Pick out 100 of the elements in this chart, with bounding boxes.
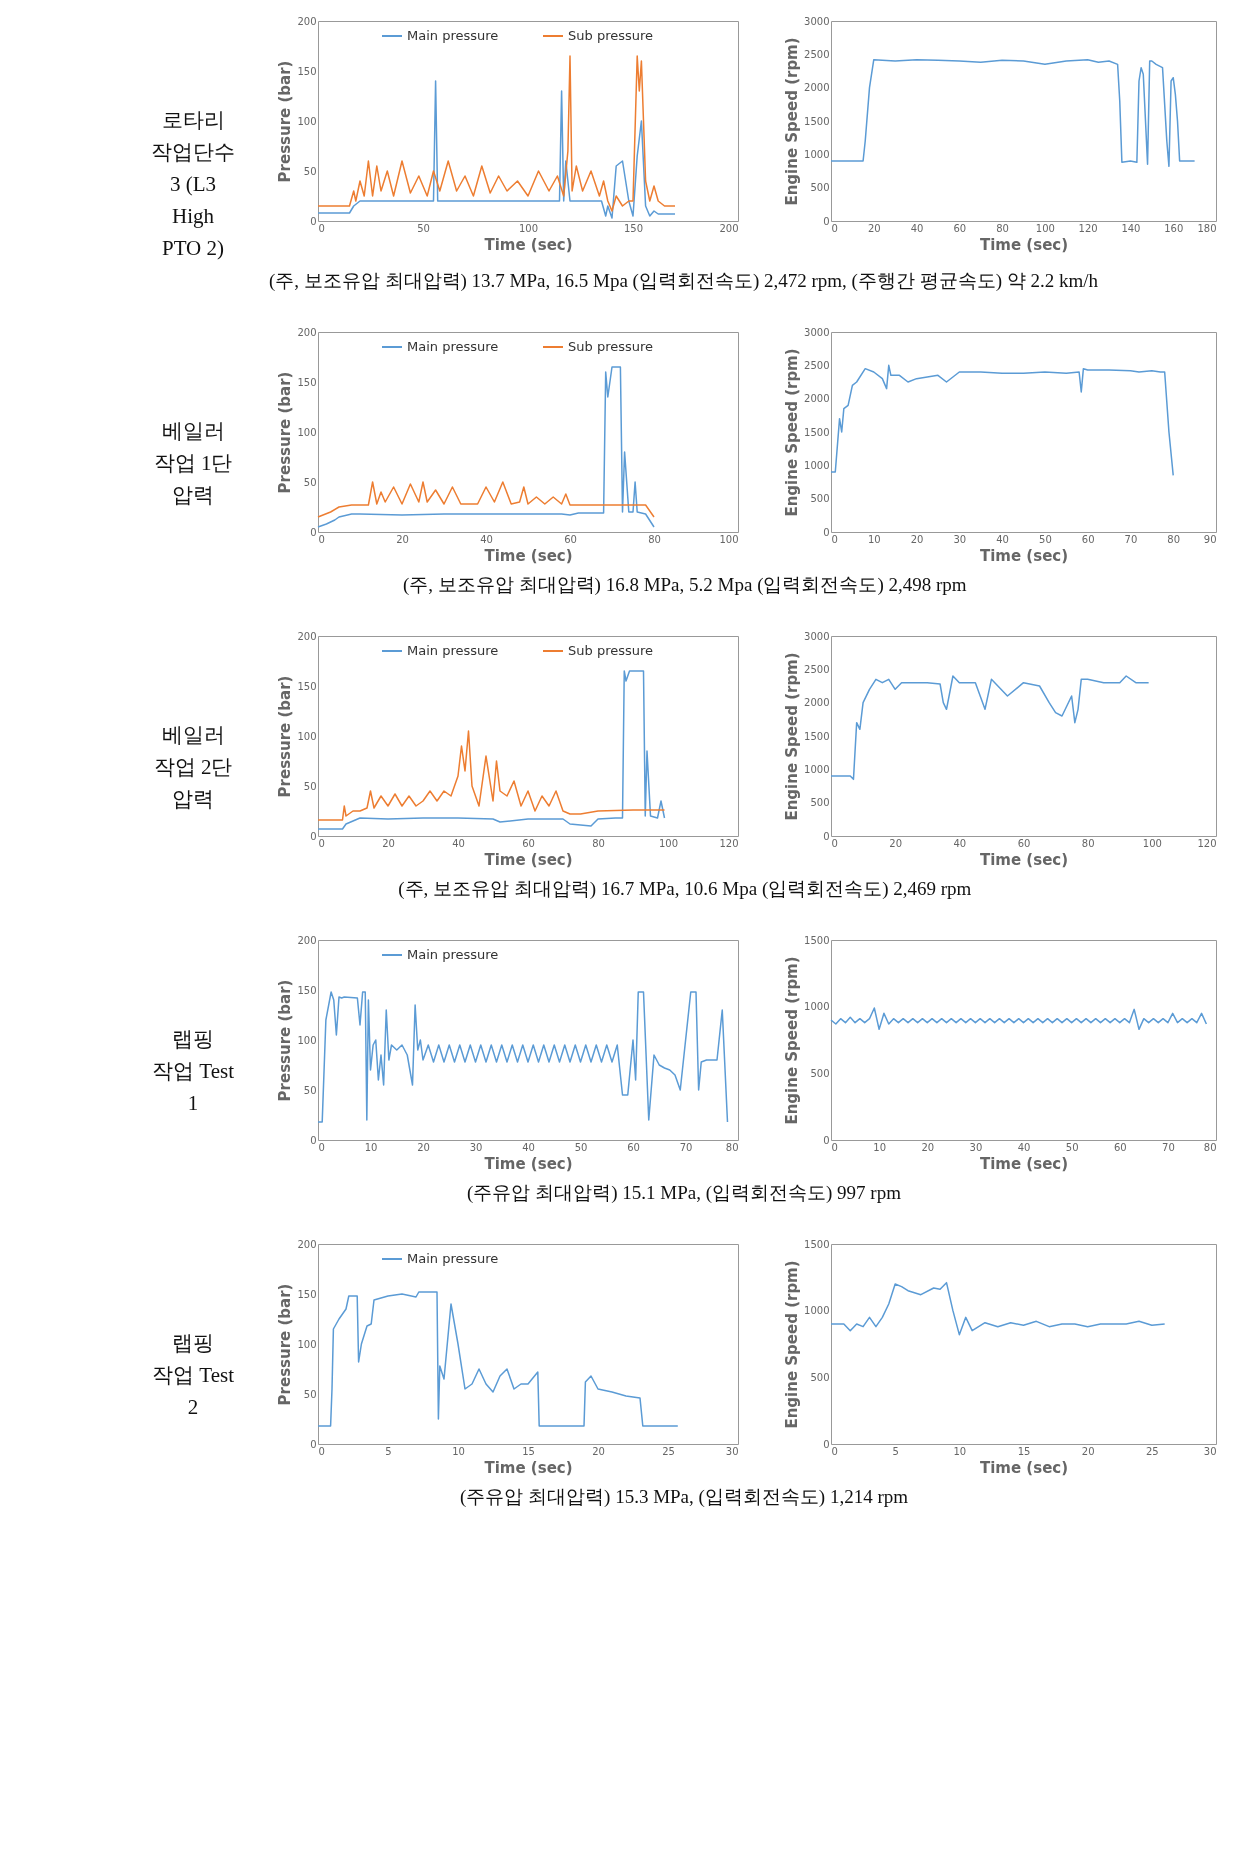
x-tick-label: 100 bbox=[518, 222, 539, 234]
x-axis-title: Time (sec) bbox=[979, 235, 1069, 254]
x-tick-label: 80 bbox=[648, 533, 661, 545]
y-tick-label: 150 bbox=[297, 1288, 317, 1300]
x-tick-label: 10 bbox=[364, 1141, 378, 1153]
x-tick-label: 30 bbox=[969, 1141, 983, 1153]
x-tick-label: 20 bbox=[921, 1141, 935, 1153]
x-tick-label: 150 bbox=[623, 222, 644, 234]
x-tick-label: 30 bbox=[953, 533, 967, 545]
y-axis-title: Engine Speed (rpm) bbox=[783, 956, 802, 1125]
x-tick-label: 0 bbox=[831, 533, 838, 545]
x-tick-label: 15 bbox=[1017, 1445, 1031, 1457]
x-tick-label: 120 bbox=[1078, 222, 1098, 234]
x-axis-title: Time (sec) bbox=[484, 850, 573, 869]
x-tick-label: 20 bbox=[867, 222, 881, 234]
y-tick-label: 150 bbox=[297, 65, 317, 77]
x-tick-label: 0 bbox=[831, 222, 838, 234]
x-tick-label: 0 bbox=[318, 837, 325, 849]
line-series bbox=[830, 675, 1150, 781]
y-tick-label: 100 bbox=[297, 730, 317, 742]
x-tick-label: 90 bbox=[1203, 533, 1217, 545]
line-series bbox=[317, 55, 676, 212]
text: 랩핑 작업 Test 2 bbox=[152, 1331, 235, 1419]
x-axis-title: Time (sec) bbox=[484, 235, 573, 254]
x-tick-label: 40 bbox=[452, 837, 465, 849]
x-tick-label: 100 bbox=[1142, 837, 1162, 849]
text: 랩핑 작업 Test 1 bbox=[152, 1027, 235, 1115]
x-tick-label: 80 bbox=[725, 1141, 739, 1153]
line-series bbox=[317, 991, 729, 1123]
y-axis-title: Pressure (bar) bbox=[276, 675, 295, 798]
x-axis-title: Time (sec) bbox=[979, 1154, 1069, 1173]
x-tick-label: 40 bbox=[522, 1141, 535, 1153]
text: (주, 보조유압 최대압력) 13.7 MPa, 16.5 Mpa (입력회전속도) 2,472 rpm, (주행간 평균속도) 약 2.2 km/h bbox=[268, 269, 1099, 292]
x-tick-label: 40 bbox=[996, 533, 1009, 545]
x-tick-label: 200 bbox=[719, 222, 739, 234]
x-tick-label: 60 bbox=[522, 837, 535, 849]
y-tick-label: 200 bbox=[297, 934, 317, 946]
x-tick-label: 50 bbox=[574, 1141, 588, 1153]
y-tick-label: 1000 bbox=[804, 1001, 830, 1013]
x-tick-label: 60 bbox=[1017, 837, 1031, 849]
y-tick-label: 3000 bbox=[804, 630, 830, 642]
x-tick-label: 25 bbox=[1145, 1445, 1159, 1457]
text: 베일러 작업 1단 압력 bbox=[153, 419, 233, 507]
y-axis-title: Engine Speed (rpm) bbox=[783, 37, 802, 206]
x-tick-label: 100 bbox=[658, 837, 679, 849]
y-tick-label: 200 bbox=[297, 1238, 317, 1250]
x-tick-label: 20 bbox=[382, 837, 395, 849]
y-tick-label: 1500 bbox=[804, 115, 830, 127]
y-tick-label: 1000 bbox=[804, 1305, 830, 1317]
y-tick-label: 1500 bbox=[804, 1238, 830, 1250]
line-series bbox=[317, 481, 655, 518]
x-tick-label: 10 bbox=[873, 1141, 886, 1153]
x-tick-label: 60 bbox=[1081, 533, 1095, 545]
x-tick-label: 20 bbox=[1081, 1445, 1095, 1457]
y-tick-label: 1500 bbox=[804, 934, 830, 946]
x-axis-title: Time (sec) bbox=[484, 1154, 573, 1173]
x-tick-label: 0 bbox=[831, 1445, 838, 1457]
x-tick-label: 120 bbox=[719, 837, 739, 849]
legend-label: Main pressure bbox=[407, 1251, 499, 1266]
x-tick-label: 15 bbox=[522, 1445, 535, 1457]
x-tick-label: 80 bbox=[1203, 1141, 1217, 1153]
y-tick-label: 50 bbox=[303, 780, 317, 792]
y-tick-label: 2500 bbox=[804, 48, 830, 60]
x-tick-label: 20 bbox=[910, 533, 924, 545]
y-tick-label: 200 bbox=[297, 326, 317, 338]
x-tick-label: 10 bbox=[953, 1445, 967, 1457]
y-tick-label: 50 bbox=[303, 476, 317, 488]
x-tick-label: 70 bbox=[679, 1141, 693, 1153]
y-tick-label: 3000 bbox=[804, 15, 830, 27]
y-axis-title: Engine Speed (rpm) bbox=[783, 1260, 802, 1429]
y-tick-label: 500 bbox=[810, 797, 830, 809]
x-axis-title: Time (sec) bbox=[484, 1458, 573, 1477]
y-tick-label: 50 bbox=[303, 1084, 317, 1096]
x-tick-label: 20 bbox=[396, 533, 409, 545]
y-tick-label: 500 bbox=[810, 493, 830, 505]
y-axis-title: Engine Speed (rpm) bbox=[783, 348, 802, 517]
x-tick-label: 30 bbox=[725, 1445, 739, 1457]
x-tick-label: 0 bbox=[318, 1445, 325, 1457]
y-tick-label: 200 bbox=[297, 15, 317, 27]
y-tick-label: 200 bbox=[297, 630, 317, 642]
x-tick-label: 70 bbox=[1162, 1141, 1175, 1153]
y-tick-label: 1000 bbox=[804, 763, 830, 775]
x-tick-label: 5 bbox=[892, 1445, 899, 1457]
x-tick-label: 0 bbox=[318, 1141, 325, 1153]
x-axis-title: Time (sec) bbox=[484, 546, 573, 565]
legend-label: Sub pressure bbox=[568, 339, 654, 354]
legend-label: Main pressure bbox=[407, 643, 499, 658]
x-tick-label: 0 bbox=[318, 222, 325, 234]
x-axis-title: Time (sec) bbox=[979, 546, 1069, 565]
x-tick-label: 160 bbox=[1164, 222, 1184, 234]
y-axis-title: Pressure (bar) bbox=[276, 1283, 295, 1406]
y-tick-label: 2000 bbox=[804, 393, 830, 405]
x-tick-label: 70 bbox=[1124, 533, 1138, 545]
x-tick-label: 50 bbox=[1065, 1141, 1079, 1153]
x-tick-label: 30 bbox=[469, 1141, 483, 1153]
line-series bbox=[317, 1291, 679, 1427]
x-tick-label: 60 bbox=[953, 222, 967, 234]
y-tick-label: 100 bbox=[297, 1034, 317, 1046]
y-tick-label: 1000 bbox=[804, 148, 830, 160]
x-axis-title: Time (sec) bbox=[979, 850, 1069, 869]
